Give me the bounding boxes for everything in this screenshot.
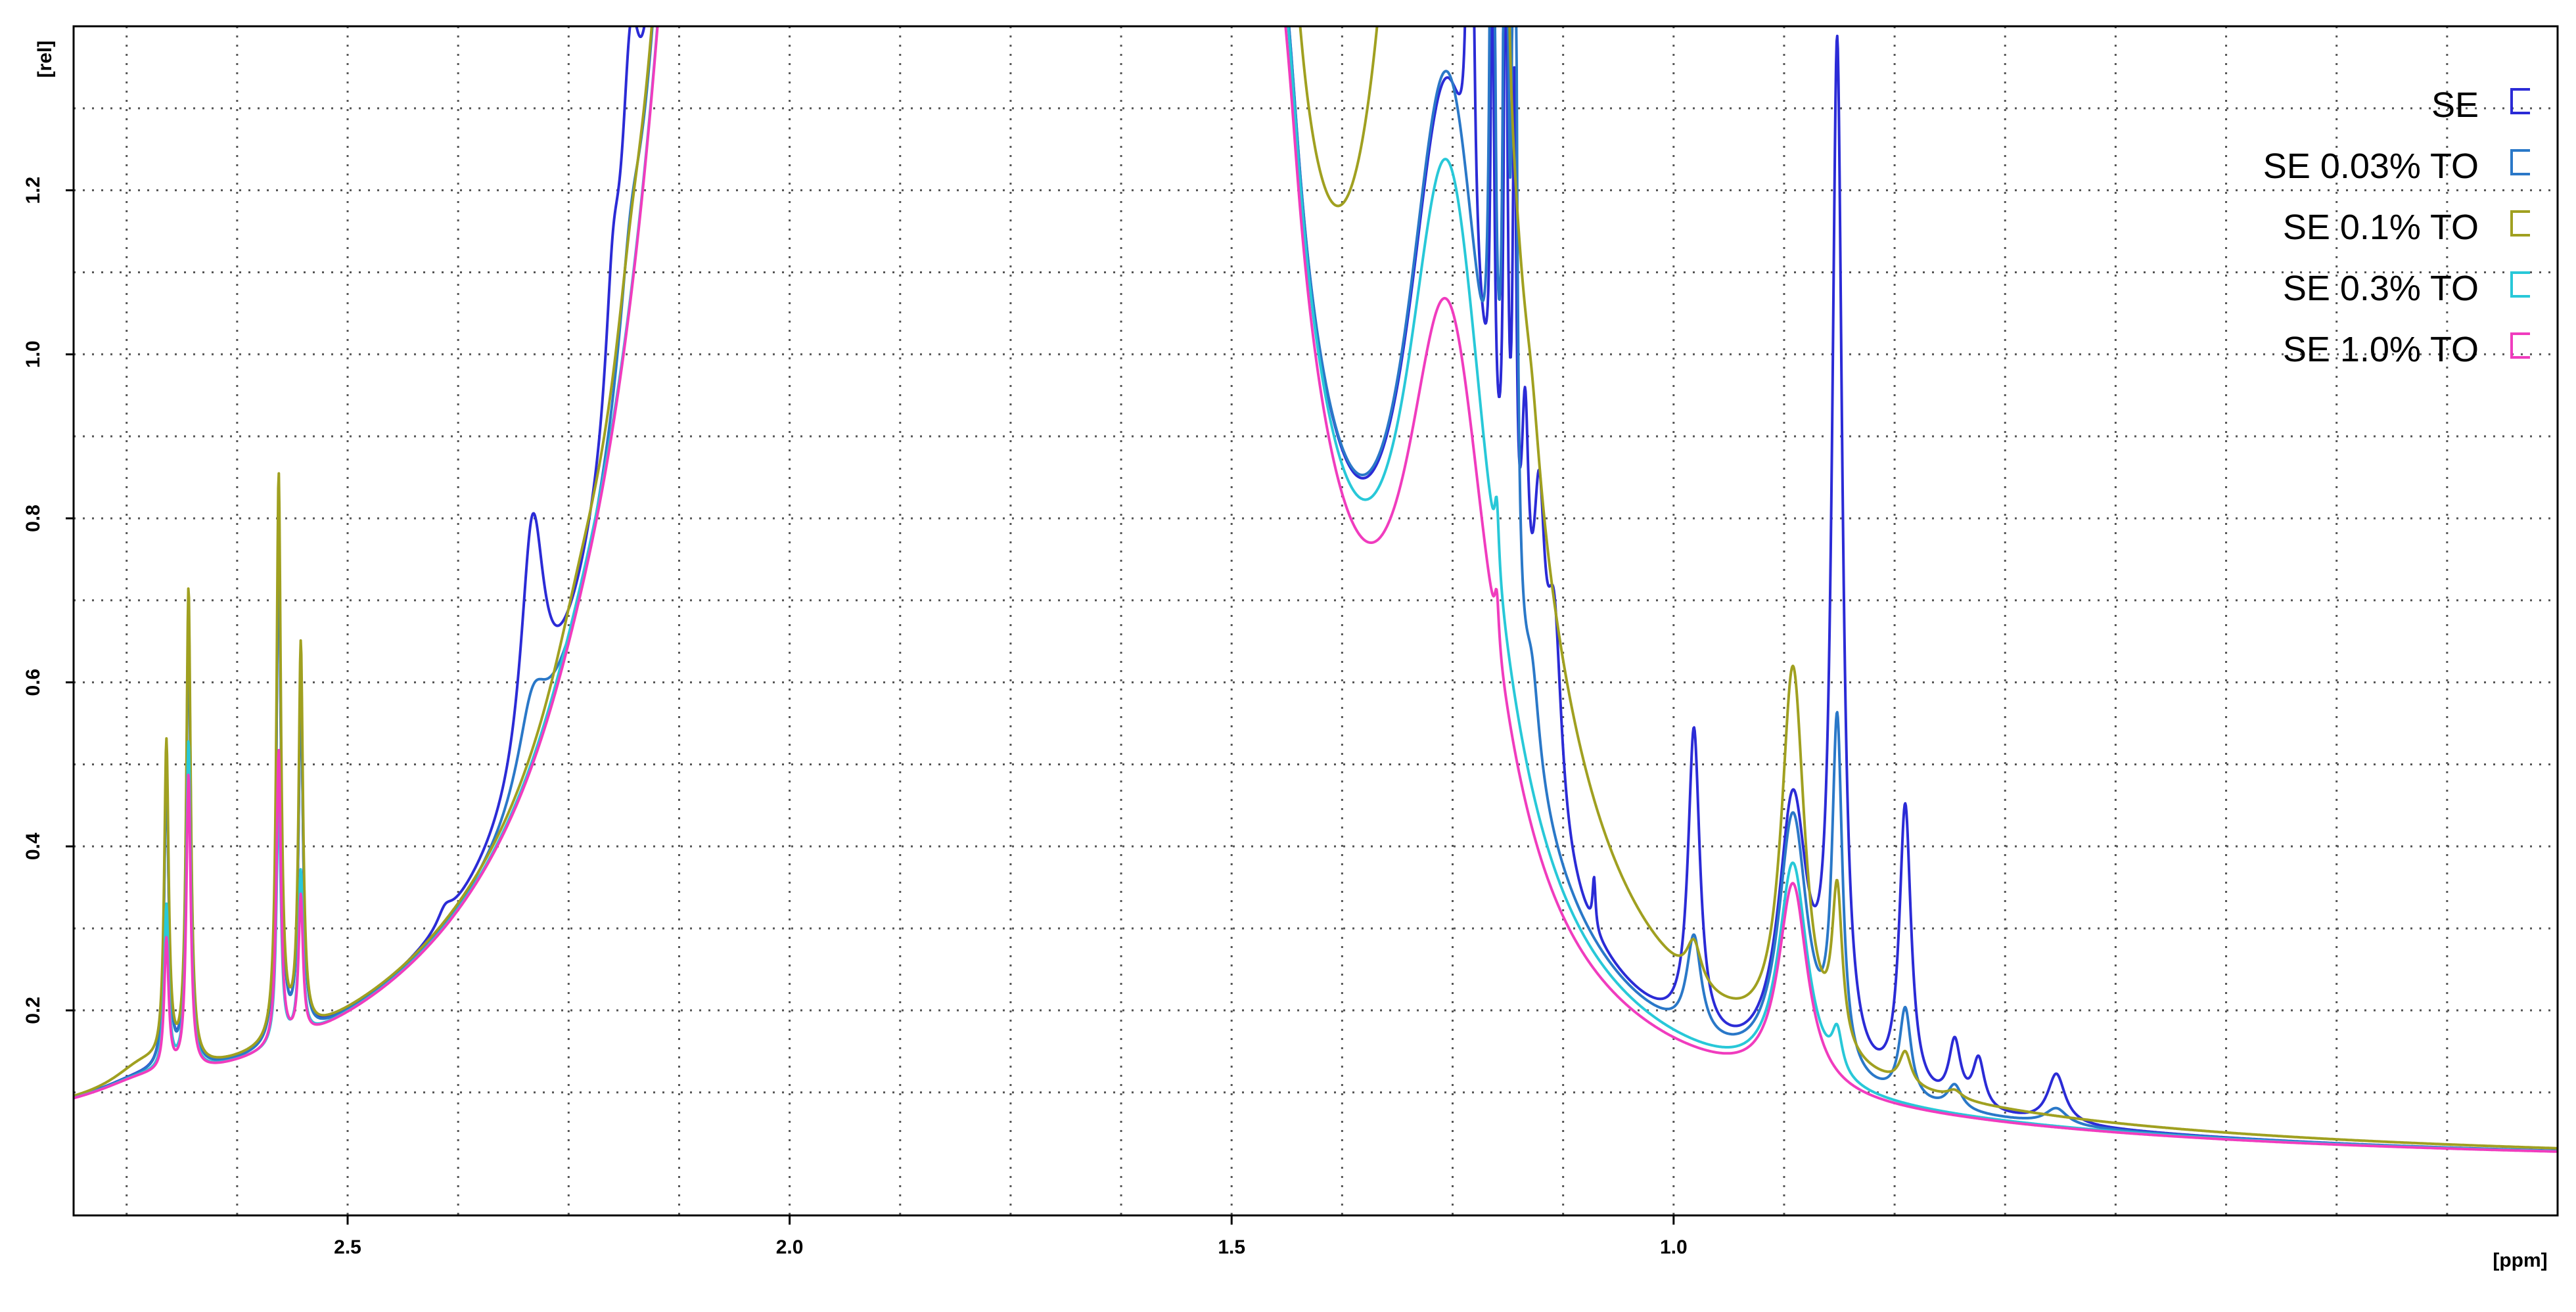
series-line-0 [74,26,2558,1152]
legend-swatch [2510,149,2530,175]
legend-label: SE 1.0% TO [2283,330,2479,369]
legend-label: SE [2431,85,2479,125]
x-tick-label: 1.5 [1218,1236,1245,1258]
x-tick-label: 2.5 [334,1236,361,1258]
x-axis: 2.5 2.0 1.5 1.0 [334,1215,1688,1258]
y-axis-label: [rel] [34,41,56,78]
legend-swatch [2510,210,2530,237]
series-line-4 [74,26,2558,1153]
legend-swatch [2510,332,2530,359]
spectrum-traces [74,26,2558,1153]
y-axis: 0.2 0.4 0.6 0.8 1.0 1.2 [22,177,74,1024]
y-tick-label: 1.2 [22,177,44,204]
legend-label: SE 0.1% TO [2283,208,2479,247]
legend-label: SE 0.03% TO [2263,147,2479,186]
legend-swatch [2510,271,2530,298]
grid-lines [74,26,2558,1215]
y-tick-label: 0.2 [22,997,44,1024]
x-tick-label: 1.0 [1660,1236,1688,1258]
legend-swatch [2510,88,2530,114]
legend-label: SE 0.3% TO [2283,269,2479,308]
series-line-2 [74,26,2558,1150]
series-line-1 [74,26,2558,1152]
x-tick-label: 2.0 [776,1236,804,1258]
y-tick-label: 0.6 [22,669,44,696]
y-tick-label: 0.4 [22,832,44,860]
y-tick-label: 0.8 [22,505,44,532]
y-tick-label: 1.0 [22,340,44,368]
x-axis-label: [ppm] [2493,1250,2547,1271]
series-line-3 [74,26,2558,1153]
plot-frame [72,25,2559,1217]
legend: SE SE 0.03% TO SE 0.1% TO SE 0.3% TO SE 1.0%… [2263,85,2530,369]
